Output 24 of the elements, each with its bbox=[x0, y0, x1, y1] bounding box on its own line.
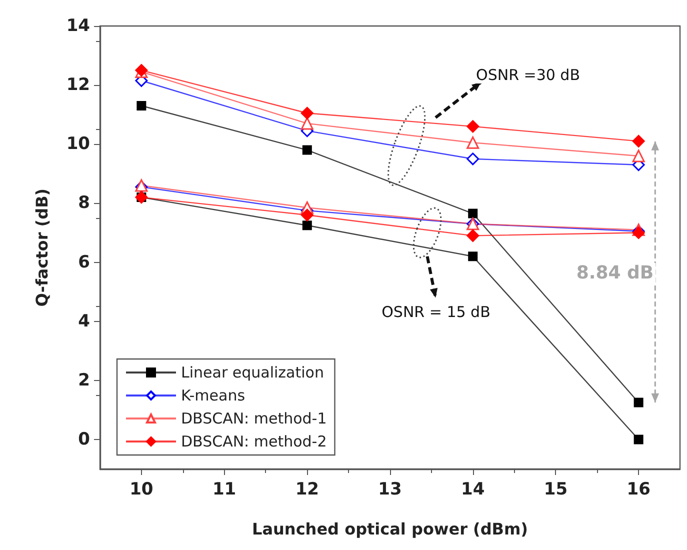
y-tick-label: 2 bbox=[78, 370, 90, 390]
x-tick-label: 10 bbox=[130, 480, 154, 500]
x-tick-label: 16 bbox=[626, 480, 650, 500]
x-tick-label: 15 bbox=[544, 480, 568, 500]
x-tick-label: 11 bbox=[212, 480, 236, 500]
annotation: OSNR =30 dB bbox=[476, 66, 580, 84]
annotation: OSNR = 15 dB bbox=[382, 303, 490, 321]
legend-label: Linear equalization bbox=[181, 364, 324, 382]
y-tick-label: 8 bbox=[78, 193, 90, 214]
legend-label: DBSCAN: method-2 bbox=[181, 432, 327, 450]
x-tick-label: 14 bbox=[461, 480, 485, 500]
x-tick-label: 12 bbox=[295, 480, 319, 500]
y-tick-label: 12 bbox=[66, 75, 90, 96]
y-tick-label: 0 bbox=[78, 429, 90, 450]
x-tick-label: 13 bbox=[378, 480, 402, 500]
legend-label: K-means bbox=[181, 386, 246, 404]
y-axis-title: Q-factor (dB) bbox=[32, 188, 52, 307]
y-tick-label: 6 bbox=[78, 252, 90, 272]
x-axis-title: Launched optical power (dBm) bbox=[252, 520, 528, 538]
y-tick-label: 14 bbox=[66, 16, 90, 36]
annotation: 8.84 dB bbox=[576, 262, 654, 284]
legend-label: DBSCAN: method-1 bbox=[181, 410, 327, 428]
y-tick-label: 4 bbox=[78, 311, 90, 332]
y-tick-label: 10 bbox=[66, 134, 90, 154]
